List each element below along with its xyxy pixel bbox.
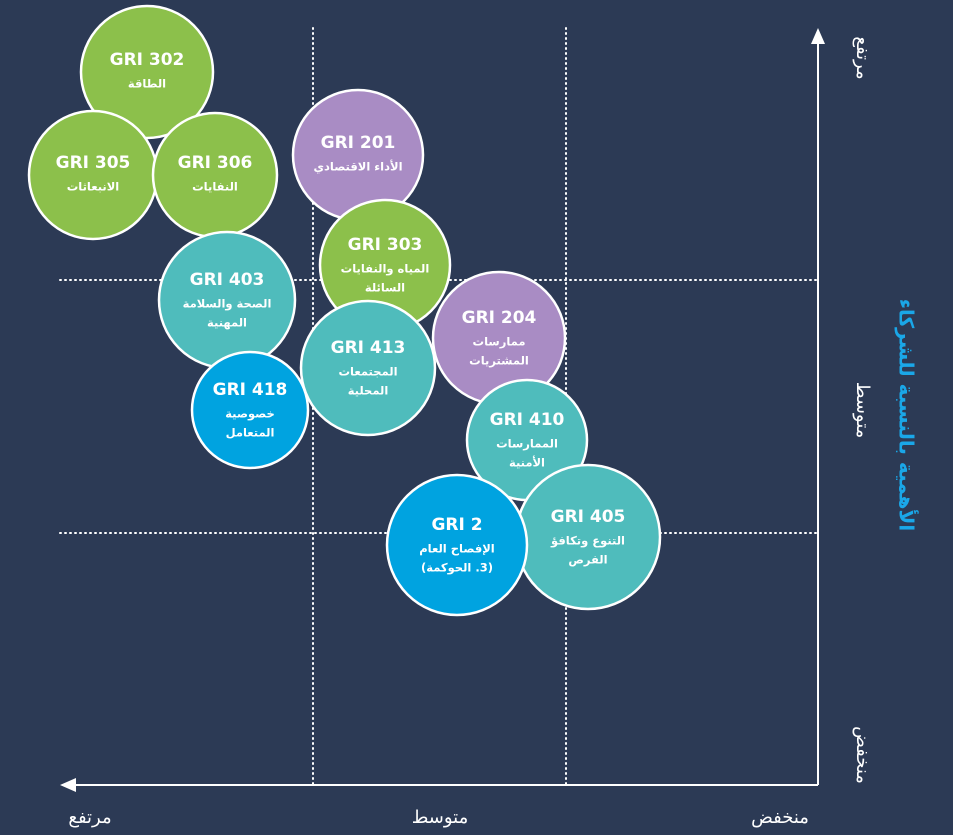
bubble-label: السائلة: [365, 281, 405, 295]
y-label: منخفض: [852, 726, 873, 784]
bubble-label: ممارسات: [473, 335, 526, 349]
x-label: مرتفع: [68, 807, 111, 828]
bubble-code: GRI 410: [490, 410, 565, 430]
bubble-code: GRI 201: [321, 133, 396, 153]
bubble: [79, 4, 215, 140]
bubble-code: GRI 418: [213, 380, 288, 400]
bubble-code: GRI 302: [110, 50, 185, 70]
y-arrow: [811, 28, 825, 44]
x-label: متوسط: [412, 807, 469, 828]
bubble-label: المياه والنفايات: [341, 262, 430, 277]
bubble-label: المحلية: [348, 384, 389, 398]
bubble-code: GRI 405: [551, 507, 626, 527]
bubble-label: المجتمعات: [338, 365, 397, 379]
bubble-label: الأمنية: [509, 456, 545, 470]
bubble-label: الممارسات: [496, 437, 558, 451]
bubble-code: GRI 403: [190, 270, 265, 290]
x-arrow: [60, 778, 76, 792]
y-axis-title: الأهمية بالنسبة للشركاء: [895, 299, 920, 531]
bubble-label: الإفصاح العام: [419, 542, 494, 556]
bubble: [151, 111, 279, 239]
bubble-label: المتعامل: [226, 426, 275, 440]
bubble-label: (3. الحوكمة): [421, 561, 493, 576]
bubble-code: GRI 2: [431, 515, 482, 535]
x-label: منخفض: [751, 807, 809, 828]
bubble-label: الطاقة: [128, 77, 166, 91]
bubble-code: GRI 413: [331, 338, 406, 358]
bubble-label: التنوع وتكافؤ: [550, 534, 625, 549]
bubble-label: المهنية: [207, 316, 247, 330]
bubble: [27, 109, 159, 241]
bubble: [385, 473, 529, 617]
y-label: متوسط: [852, 382, 873, 439]
bubble-label: الأداء الاقتصادي: [313, 160, 402, 174]
bubble-code: GRI 303: [348, 235, 423, 255]
y-label: مرتفع: [852, 36, 873, 79]
bubble-label: النفايات: [192, 180, 238, 194]
bubble-code: GRI 204: [462, 308, 537, 328]
bubble-label: خصوصية: [225, 407, 275, 422]
bubble: [291, 88, 425, 222]
bubble: [190, 350, 310, 470]
bubble-code: GRI 306: [178, 153, 253, 173]
bubble-code: GRI 305: [56, 153, 131, 173]
bubble-label: الانبعاثات: [67, 180, 120, 194]
bubble-label: الفرص: [568, 553, 607, 567]
bubble: [299, 299, 437, 437]
bubble-label: الصحة والسلامة: [183, 297, 272, 312]
bubble-label: المشتريات: [469, 354, 529, 368]
